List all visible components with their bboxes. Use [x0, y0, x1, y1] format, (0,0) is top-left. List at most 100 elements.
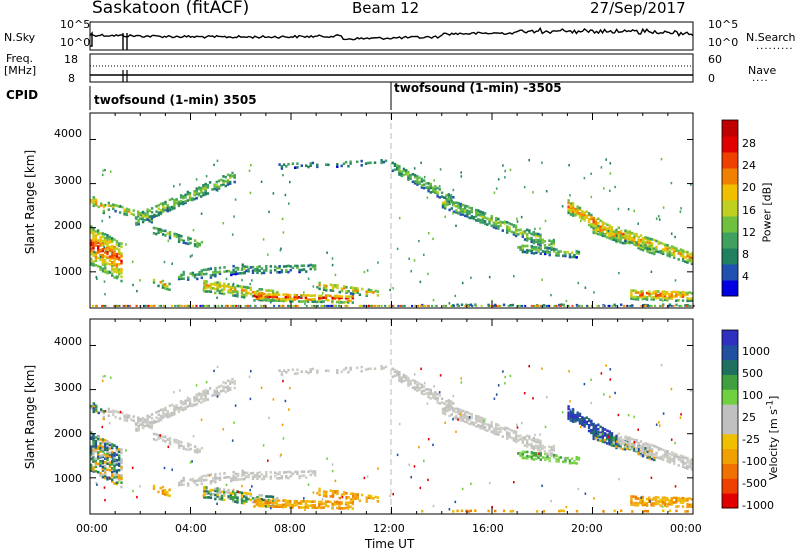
power-cell: [475, 219, 478, 222]
velocity-cell: [594, 432, 598, 436]
power-sparse-cell: [432, 298, 435, 302]
power-cell: [630, 289, 633, 292]
power-cell: [670, 292, 673, 296]
power-cell: [106, 234, 109, 237]
velocity-cell: [92, 448, 95, 452]
velocity-cell: [316, 371, 319, 375]
power-sparse-cell: [303, 291, 305, 294]
velocity-cell: [168, 437, 172, 440]
velocity-sparse-cell: [680, 413, 682, 416]
velocity-cell: [405, 375, 408, 378]
velocity-cell: [672, 501, 676, 504]
velocity-cell: [300, 470, 303, 473]
velocity-cell: [398, 373, 401, 376]
power-cell: [92, 242, 95, 246]
power-cell: [302, 268, 306, 271]
power-cell: [499, 224, 502, 227]
velocity-scatter: [90, 364, 694, 513]
velocity-cell: [112, 413, 115, 417]
power-sparse-cell: [398, 216, 401, 220]
power-cell: [262, 296, 265, 300]
power-cell: [166, 207, 169, 211]
velocity-cell: [670, 497, 673, 500]
power-cell: [296, 264, 299, 268]
vel-cb-tick-1000: 1000: [742, 345, 770, 358]
power-cell: [684, 291, 687, 295]
velocity-cell: [463, 416, 467, 420]
power-cell: [216, 281, 219, 284]
power-sparse-cell: [131, 260, 134, 263]
velocity-sparse-cell: [101, 425, 104, 429]
power-cell: [214, 291, 217, 295]
power-cell: [562, 254, 565, 258]
power-sparse-cell: [616, 234, 618, 237]
velocity-cell: [182, 401, 185, 404]
power-cell: [193, 273, 197, 277]
power-cell: [173, 206, 176, 210]
velocity-cell: [246, 471, 249, 475]
velocity-cell: [205, 474, 208, 478]
power-cell: [95, 198, 98, 202]
velocity-cell: [101, 463, 105, 466]
power-cell: [125, 211, 129, 214]
velocity-cell: [573, 460, 576, 463]
power-cell: [245, 290, 248, 293]
power-cell: [628, 230, 632, 234]
velocity-cell: [205, 487, 208, 491]
velocity-cell: [686, 456, 689, 460]
power-near-range-cell: [327, 304, 330, 307]
power-cell: [118, 270, 121, 274]
velocity-cell: [557, 460, 560, 463]
velocity-cell: [590, 421, 593, 425]
velocity-cell: [497, 433, 500, 436]
velocity-sparse-cell: [520, 421, 523, 425]
power-cell: [608, 234, 611, 238]
power-cell: [677, 258, 680, 261]
power-cell: [233, 176, 236, 179]
velocity-cell: [173, 438, 176, 442]
power-sparse-cell: [97, 229, 99, 232]
power-cell: [472, 215, 476, 219]
power-cell: [688, 255, 691, 259]
velocity-cell: [234, 496, 237, 500]
velocity-cell: [418, 386, 421, 390]
velocity-cell: [610, 441, 614, 445]
velocity-cell: [612, 440, 616, 444]
power-cell: [195, 191, 198, 194]
power-near-range-cell: [524, 304, 527, 307]
velocity-cell: [653, 456, 656, 460]
velocity-cell: [204, 391, 207, 394]
velocity-cell: [510, 429, 513, 432]
velocity-cell: [214, 480, 217, 484]
velocity-cell: [275, 501, 278, 505]
power-cell: [367, 161, 370, 165]
velocity-cell: [434, 395, 437, 399]
power-sparse-cell: [600, 166, 603, 169]
power-cell: [608, 224, 611, 227]
power-cell: [612, 234, 616, 238]
power-cell: [486, 223, 489, 226]
velocity-cell: [222, 381, 225, 384]
power-cell: [99, 258, 102, 262]
power-cell: [99, 254, 102, 257]
power-cell: [597, 228, 600, 232]
power-cell: [236, 268, 240, 271]
velocity-sparse-cell: [272, 398, 275, 401]
colorbar-swatch: [722, 478, 738, 494]
velocity-cell: [402, 373, 406, 377]
power-cell: [162, 205, 165, 209]
power-cell: [413, 173, 417, 177]
velocity-cell: [617, 444, 620, 447]
power-cell: [262, 269, 266, 272]
power-cell: [289, 293, 292, 297]
velocity-cell: [217, 385, 221, 389]
velocity-cell: [441, 411, 445, 415]
power-cell: [668, 252, 671, 256]
power-cell: [514, 232, 518, 236]
velocity-cell: [208, 387, 212, 390]
power-sparse-cell: [444, 215, 446, 218]
power-cell: [284, 299, 287, 302]
velocity-cell: [441, 407, 445, 411]
power-cell: [606, 227, 609, 231]
velocity-sparse-cell: [483, 419, 486, 423]
